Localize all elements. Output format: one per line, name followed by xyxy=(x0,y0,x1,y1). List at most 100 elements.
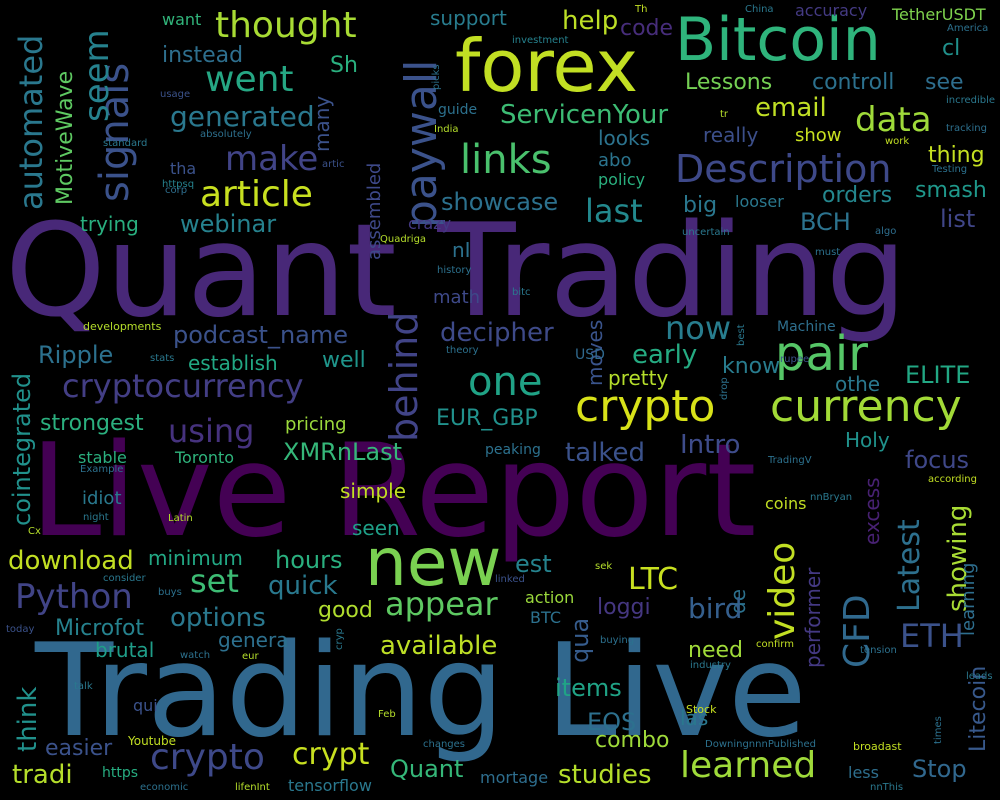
word: seen xyxy=(352,516,400,540)
word: instead xyxy=(162,43,244,68)
word: eur xyxy=(242,651,259,662)
word: Cx xyxy=(28,526,41,537)
word: studies xyxy=(558,760,652,790)
word: according xyxy=(928,474,977,485)
word: tensorflow xyxy=(288,776,372,795)
word: drop xyxy=(719,377,730,400)
word: behind xyxy=(382,311,426,442)
word: think xyxy=(13,686,43,752)
word: pair xyxy=(775,326,868,382)
word: America xyxy=(947,23,989,34)
word: trying xyxy=(80,212,139,236)
word: ELITE xyxy=(905,361,971,389)
word: corp xyxy=(165,185,188,196)
word: using xyxy=(168,412,255,450)
word: httpsq xyxy=(162,179,195,190)
word: TetherUSDT xyxy=(892,5,986,24)
word: LTC xyxy=(628,562,679,597)
word: many xyxy=(310,95,334,152)
word: help xyxy=(562,6,619,36)
word: showcase xyxy=(441,188,559,216)
word: cryptocurrency xyxy=(62,367,304,405)
word: learned xyxy=(680,745,817,786)
word: othe xyxy=(835,372,881,396)
word: thing xyxy=(928,143,985,168)
word: EUR_GBP xyxy=(436,406,538,431)
word: seem xyxy=(77,29,117,122)
word: talked xyxy=(565,438,645,468)
word: options xyxy=(170,603,266,633)
word: Feb xyxy=(378,709,396,720)
word: thought xyxy=(215,5,357,46)
word: broadast xyxy=(853,740,902,753)
word: strongest xyxy=(40,411,144,436)
word: Stop xyxy=(912,755,967,783)
word: confirm xyxy=(756,639,794,650)
word: DowningnnnPublished xyxy=(705,739,816,750)
word: linked xyxy=(495,574,525,585)
word: download xyxy=(8,546,134,576)
word: appear xyxy=(385,585,498,623)
word: Quadriga xyxy=(380,234,427,245)
word: bitc xyxy=(512,287,531,298)
word: cl xyxy=(942,36,961,61)
word: crazy xyxy=(408,214,452,233)
word: Live Report xyxy=(30,417,757,566)
word: rupee xyxy=(780,354,810,365)
word: best xyxy=(736,324,747,346)
word: controll xyxy=(812,70,895,95)
word: lifenInt xyxy=(235,782,270,793)
word: currency xyxy=(770,381,962,432)
word: tr xyxy=(720,109,729,120)
word: changes xyxy=(423,739,466,750)
word: USD xyxy=(575,347,605,363)
word: forex xyxy=(455,24,639,108)
word: buys xyxy=(158,587,182,598)
word: cointegrated xyxy=(8,372,36,526)
word: know xyxy=(722,354,781,379)
word: Holy xyxy=(845,428,890,452)
word: brutal xyxy=(95,638,155,662)
word: new xyxy=(365,524,502,601)
word: guide xyxy=(438,102,478,118)
word: Quant Trading xyxy=(5,197,907,346)
word: Machine xyxy=(777,319,836,335)
word: now xyxy=(665,309,732,347)
word: hours xyxy=(275,546,343,574)
word: Th xyxy=(635,4,648,15)
word: links xyxy=(460,137,552,183)
word: items xyxy=(555,674,622,702)
word: early xyxy=(632,340,698,370)
word: Python xyxy=(15,577,133,617)
word: last xyxy=(585,192,643,230)
word: genera xyxy=(218,628,289,652)
word: times xyxy=(933,716,944,744)
word: crypt xyxy=(292,737,370,772)
word: Description xyxy=(675,147,892,191)
word: automated xyxy=(12,34,50,210)
word: history xyxy=(437,265,472,276)
word: podcast_name xyxy=(173,321,349,349)
word: incredible xyxy=(946,95,996,106)
word: learning xyxy=(958,562,979,636)
word: Latest xyxy=(892,519,927,612)
word: make xyxy=(225,139,319,179)
word: peaking xyxy=(485,442,541,458)
word: tension xyxy=(860,645,897,656)
word: watch xyxy=(180,650,211,661)
word: list xyxy=(940,205,976,233)
word: support xyxy=(430,6,507,30)
word: show xyxy=(795,125,842,146)
word: stats xyxy=(150,353,175,364)
word: performer xyxy=(801,567,825,668)
word: Latin xyxy=(168,513,193,524)
word: want xyxy=(162,10,202,29)
word: Trading Live xyxy=(35,617,807,766)
word: must xyxy=(815,247,841,258)
word: cryp xyxy=(334,628,345,650)
word: tradi xyxy=(12,760,73,790)
word: theory xyxy=(446,345,479,356)
word: accuracy xyxy=(795,1,868,20)
word: MotiveWave xyxy=(53,70,78,205)
word: Testing xyxy=(932,164,968,175)
